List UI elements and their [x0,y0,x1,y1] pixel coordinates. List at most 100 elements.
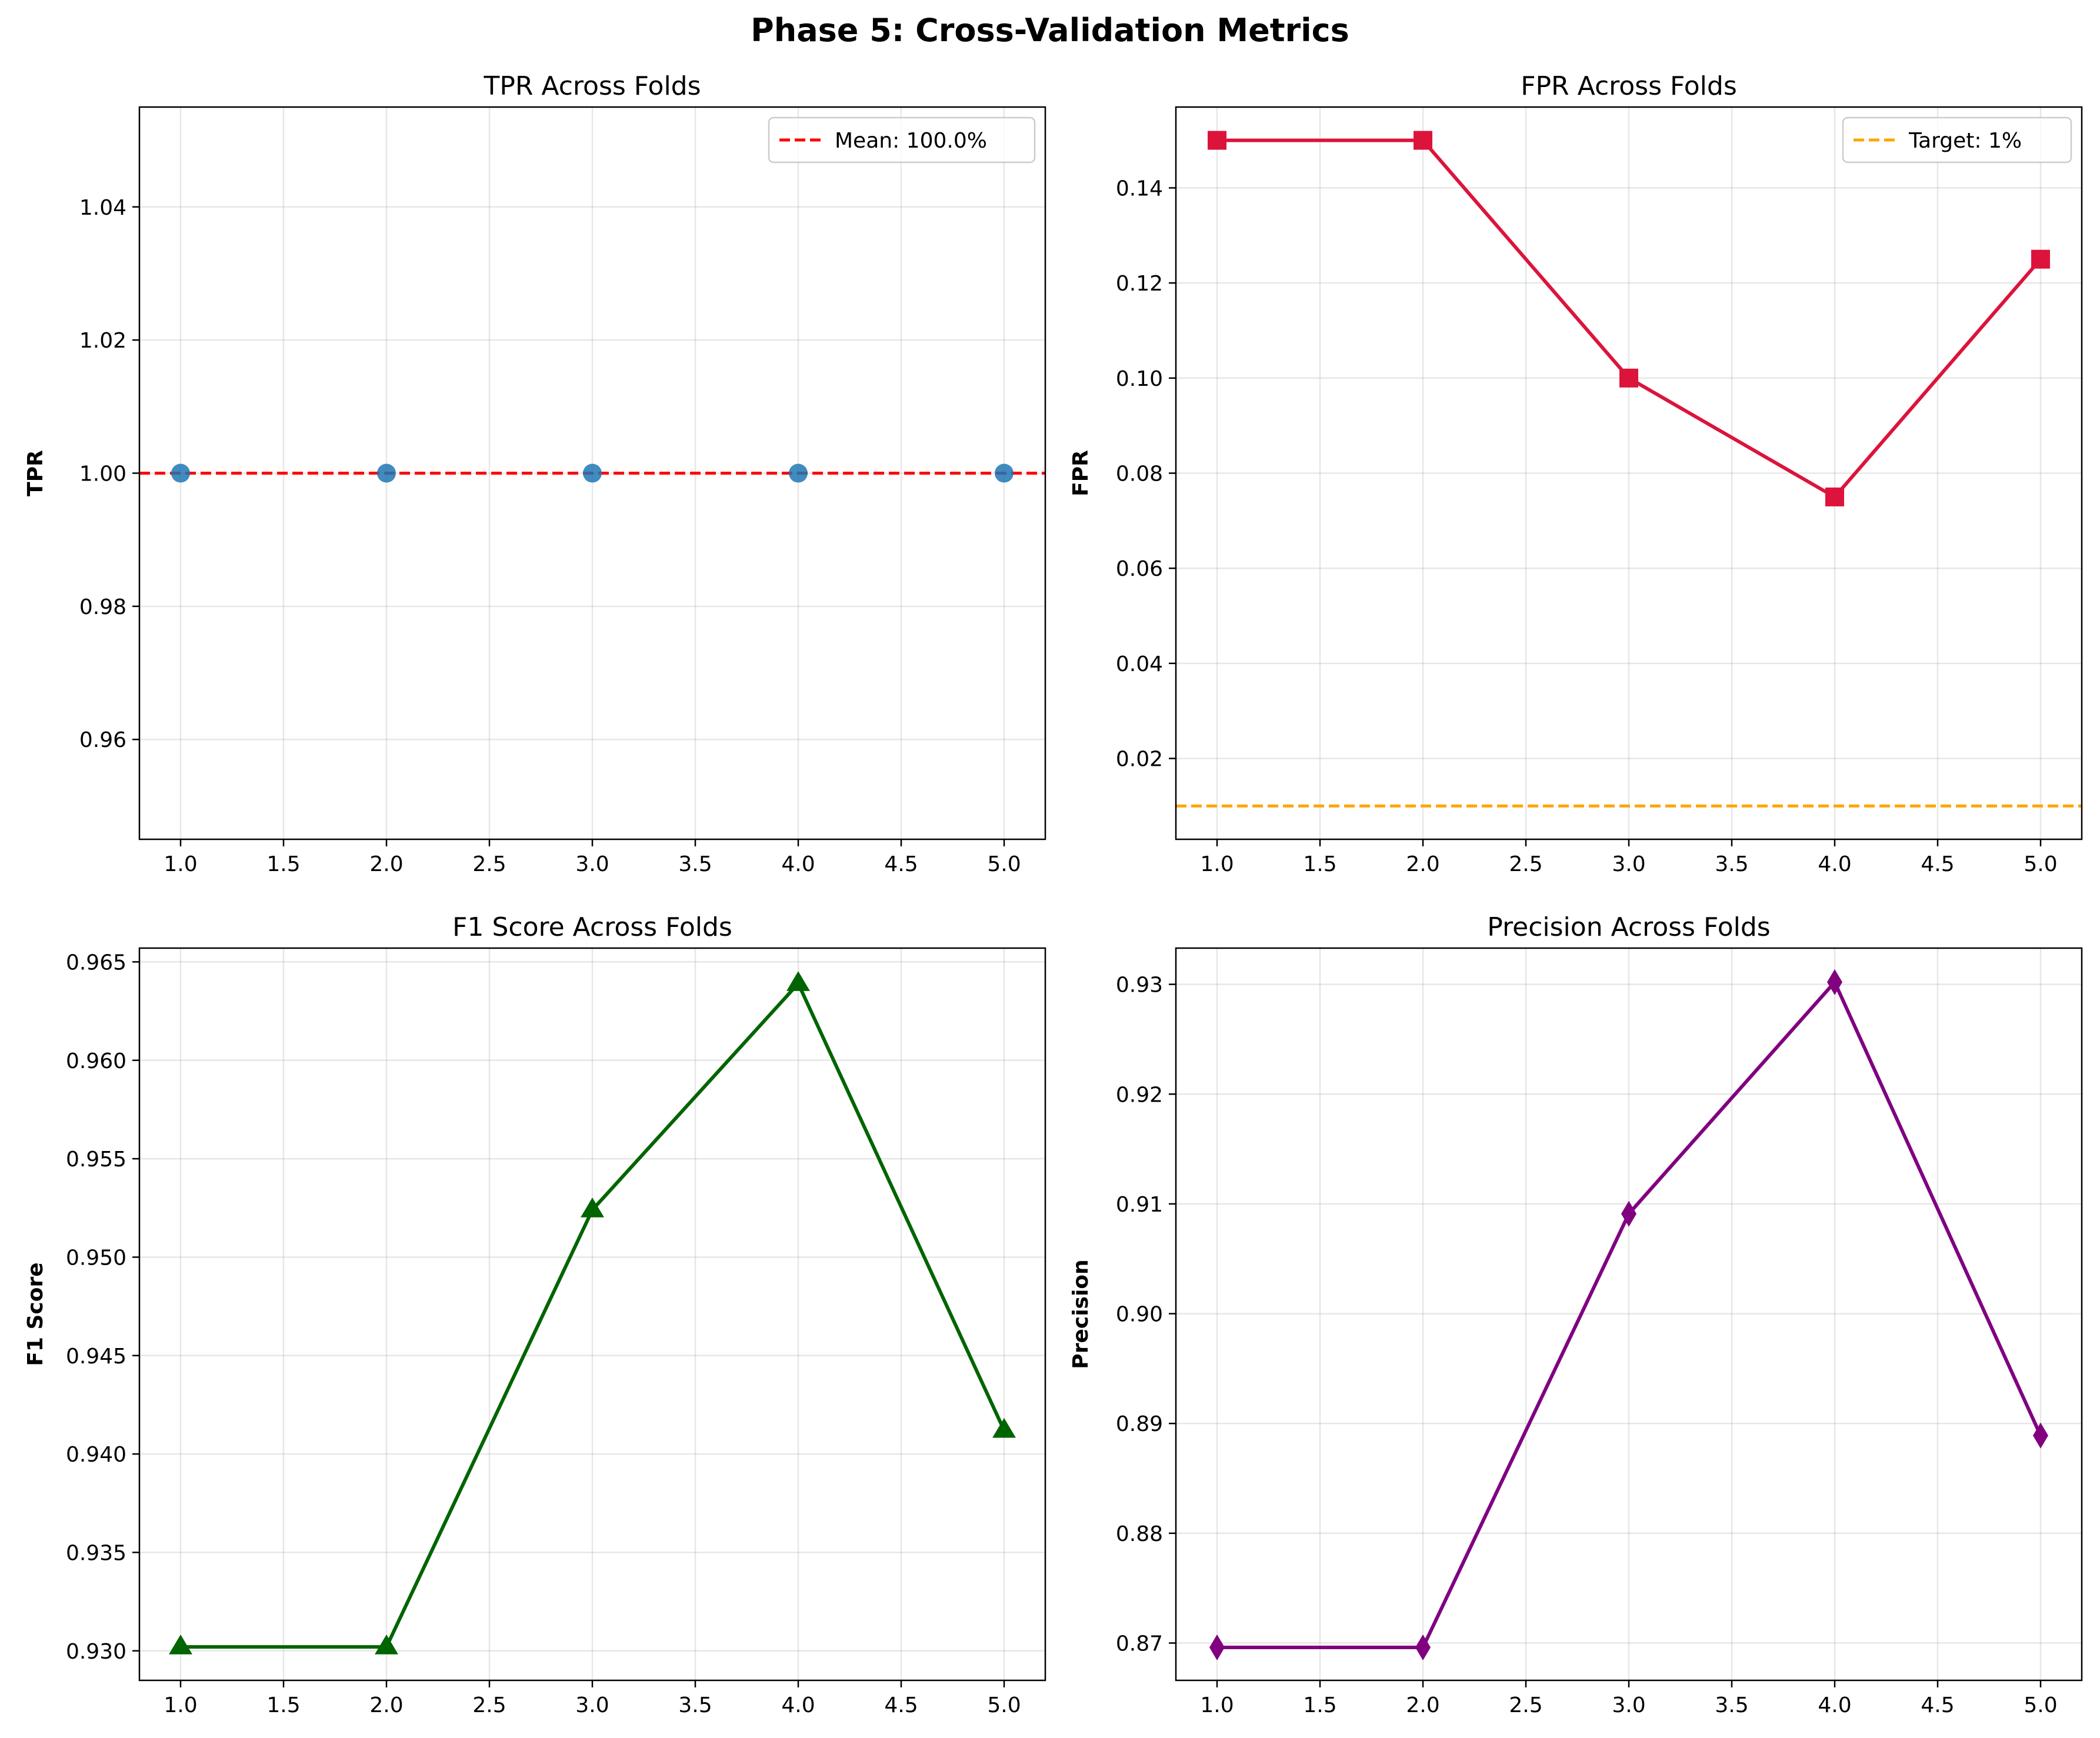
legend-box [1842,116,2072,164]
x-tick-label: 1.5 [1303,852,1336,876]
precision-data-point [1621,1200,1636,1227]
x-tick-label: 2.0 [369,852,403,876]
y-tick-label: 0.955 [66,1147,126,1172]
panels: 1.0 1.5 2.0 2.5 3.0 3.5 4.0 4.5 5.0 0.96 0.98 1.00 1… [24,71,2083,1717]
fpr-grid [1176,107,2082,839]
precision-data-point [1827,969,1842,995]
tpr-panel-title: TPR Across Folds [483,71,701,101]
x-tick-label: 5.0 [2024,1693,2057,1717]
x-tick-label: 4.0 [781,1693,815,1717]
y-tick-label: 0.90 [1116,1303,1163,1327]
x-tick-label: 4.0 [1818,1693,1851,1717]
x-tick-label: 1.0 [1200,852,1234,876]
y-tick-label: 0.10 [1116,367,1163,391]
f1-panel-title: F1 Score Across Folds [452,912,732,942]
precision-data-point [1209,1634,1225,1661]
x-tick-label: 2.5 [1509,1693,1542,1717]
y-tick-label: 0.945 [66,1345,126,1369]
legend-label: Mean: 100.0% [835,129,987,153]
f1-data-point [581,1197,604,1217]
fpr-data-point [1825,487,1844,506]
x-tick-label: 4.5 [1921,852,1954,876]
y-tick-label: 0.935 [66,1541,126,1565]
x-tick-label: 5.0 [987,1693,1021,1717]
x-tick-label: 1.0 [164,1693,197,1717]
x-tick-label: 4.5 [1921,1693,1954,1717]
precision-data-point [1415,1634,1431,1661]
x-tick-label: 1.5 [1303,1693,1336,1717]
y-tick-label: 0.04 [1116,652,1163,676]
x-tick-label: 3.0 [575,852,609,876]
y-tick-label: 0.91 [1116,1193,1163,1217]
x-tick-label: 4.0 [781,852,815,876]
fpr-data-point [1208,131,1226,150]
y-tick-label: 0.87 [1116,1632,1163,1656]
x-tick-label: 1.5 [266,852,300,876]
y-tick-label: 1.02 [79,329,126,353]
y-tick-label: 0.940 [66,1443,126,1467]
fpr-data-point [1414,131,1432,150]
y-tick-label: 0.96 [79,728,126,752]
x-tick-label: 3.5 [678,852,712,876]
panel-precision: 1.0 1.5 2.0 2.5 3.0 3.5 4.0 4.5 5.0 0.87 0.88 0.89 0… [1069,912,2083,1717]
fpr-panel-title: FPR Across Folds [1521,71,1737,101]
x-tick-label: 5.0 [2024,852,2057,876]
x-tick-label: 4.5 [884,1693,918,1717]
y-tick-label: 0.930 [66,1640,126,1664]
panel-f1: 1.0 1.5 2.0 2.5 3.0 3.5 4.0 4.5 5.0 0.930 0.935 0.9… [24,912,1046,1717]
tpr-data-point [377,463,396,483]
x-tick-label: 2.0 [1406,1693,1439,1717]
legend-label: Target: 1% [1908,129,2022,153]
f1-y-axis-label: F1 Score [24,1262,48,1366]
x-tick-label: 3.0 [575,1693,609,1717]
x-tick-label: 2.0 [1406,852,1439,876]
tpr-data-point [583,463,602,483]
x-tick-label: 3.0 [1612,852,1645,876]
y-tick-label: 0.89 [1116,1412,1163,1436]
y-tick-label: 0.965 [66,950,126,975]
y-tick-label: 1.00 [79,462,126,486]
x-tick-label: 3.5 [1715,852,1748,876]
x-tick-label: 2.5 [1509,852,1542,876]
precision-panel-title: Precision Across Folds [1487,912,1770,942]
x-tick-label: 4.5 [884,852,918,876]
x-tick-label: 3.5 [678,1693,712,1717]
y-tick-label: 0.06 [1116,557,1163,581]
fpr-data-point [2031,249,2050,269]
tpr-y-axis-label: TPR [24,450,48,496]
tpr-data-point [171,463,190,483]
x-tick-label: 5.0 [987,852,1021,876]
precision-data-point [2033,1422,2048,1449]
y-tick-label: 0.08 [1116,462,1163,486]
x-tick-label: 1.5 [266,1693,300,1717]
f1-grid [139,948,1045,1680]
x-tick-label: 3.0 [1612,1693,1645,1717]
x-tick-label: 1.0 [1200,1693,1234,1717]
precision-y-axis-label: Precision [1069,1259,1093,1369]
f1-data-point [992,1417,1016,1438]
x-tick-label: 3.5 [1715,1693,1748,1717]
x-tick-label: 1.0 [164,852,197,876]
panel-tpr: 1.0 1.5 2.0 2.5 3.0 3.5 4.0 4.5 5.0 0.96 0.98 1.00 1… [24,71,1046,876]
fpr-y-axis-label: FPR [1069,450,1093,496]
y-tick-label: 0.02 [1116,748,1163,772]
y-tick-label: 0.960 [66,1049,126,1073]
y-tick-label: 0.98 [79,595,126,619]
figure-title: Phase 5: Cross-Validation Metrics [751,12,1349,49]
y-tick-label: 0.88 [1116,1522,1163,1546]
fpr-legend: Target: 1% [1842,116,2072,164]
f1-data-point [169,1634,192,1654]
y-tick-label: 0.950 [66,1246,126,1270]
y-tick-label: 0.92 [1116,1083,1163,1107]
tpr-data-point [995,463,1014,483]
tpr-data-point [789,463,808,483]
x-tick-label: 2.0 [369,1693,403,1717]
tpr-legend: Mean: 100.0% [768,116,1036,164]
f1-data-point [786,971,810,991]
panel-fpr: 1.0 1.5 2.0 2.5 3.0 3.5 4.0 4.5 5.0 0.02 0.04 0.06 0… [1069,71,2083,876]
y-tick-label: 0.14 [1116,176,1163,201]
x-tick-label: 2.5 [472,852,506,876]
y-tick-label: 0.93 [1116,973,1163,998]
